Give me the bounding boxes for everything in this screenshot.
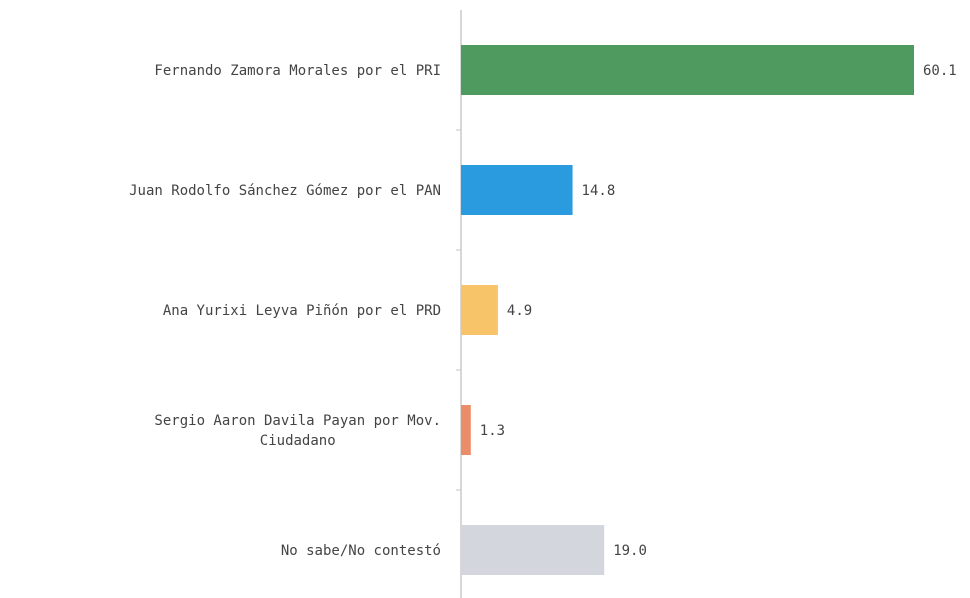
value-label: 19.0: [613, 543, 647, 559]
category-label: Juan Rodolfo Sánchez Gómez por el PAN: [129, 183, 441, 199]
bar: [461, 165, 573, 215]
bar: [461, 285, 498, 335]
bar: [461, 525, 605, 575]
category-label: Ana Yurixi Leyva Piñón por el PRD: [163, 303, 441, 319]
category-label-line: No sabe/No contestó: [281, 543, 441, 559]
bar: [461, 45, 914, 95]
category-label-line: Ana Yurixi Leyva Piñón por el PRD: [163, 303, 441, 319]
category-label-line: Ciudadano: [260, 433, 336, 449]
category-label: Sergio Aaron Davila Payan por Mov. Ciudad…: [154, 413, 441, 449]
bar: [461, 405, 471, 455]
category-label-line: Sergio Aaron Davila Payan por Mov.: [154, 413, 441, 429]
category-label: No sabe/No contestó: [281, 543, 441, 559]
value-label: 1.3: [480, 423, 505, 439]
value-label: 4.9: [507, 303, 532, 319]
value-label: 14.8: [582, 183, 616, 199]
category-label: Fernando Zamora Morales por el PRI: [154, 63, 441, 79]
category-label-line: Fernando Zamora Morales por el PRI: [154, 63, 441, 79]
category-label-line: Juan Rodolfo Sánchez Gómez por el PAN: [129, 183, 441, 199]
value-label: 60.1: [923, 63, 957, 79]
